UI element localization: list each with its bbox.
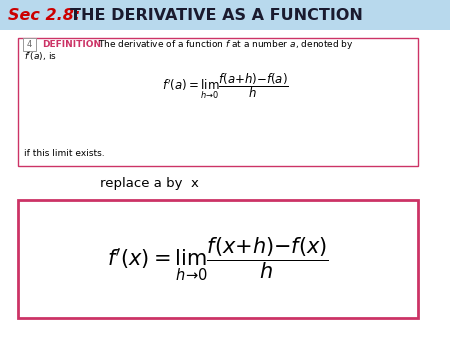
Text: THE DERIVATIVE AS A FUNCTION: THE DERIVATIVE AS A FUNCTION	[70, 7, 363, 23]
Bar	[18, 38, 418, 166]
Text: $f'(a)$, is: $f'(a)$, is	[24, 50, 57, 62]
Text: The derivative of a function $f$ at a number $a$, denoted by: The derivative of a function $f$ at a nu…	[98, 38, 354, 51]
Bar	[18, 200, 418, 318]
Text: 4: 4	[27, 40, 32, 49]
Text: Sec 2.8:: Sec 2.8:	[8, 7, 80, 23]
Text: if this limit exists.: if this limit exists.	[24, 148, 104, 158]
Text: replace a by  x: replace a by x	[100, 176, 199, 190]
Text: $f'(x) = \lim_{h \to 0} \dfrac{f(x+h)-f(x)}{h}$: $f'(x) = \lim_{h \to 0} \dfrac{f(x+h)-f(…	[107, 235, 329, 283]
Text: $f'(a) = \lim_{h \to 0} \dfrac{f(a+h)-f(a)}{h}$: $f'(a) = \lim_{h \to 0} \dfrac{f(a+h)-f(…	[162, 71, 288, 101]
FancyBboxPatch shape	[23, 38, 36, 51]
Bar	[0, 0, 450, 30]
Text: DEFINITION: DEFINITION	[42, 40, 101, 49]
